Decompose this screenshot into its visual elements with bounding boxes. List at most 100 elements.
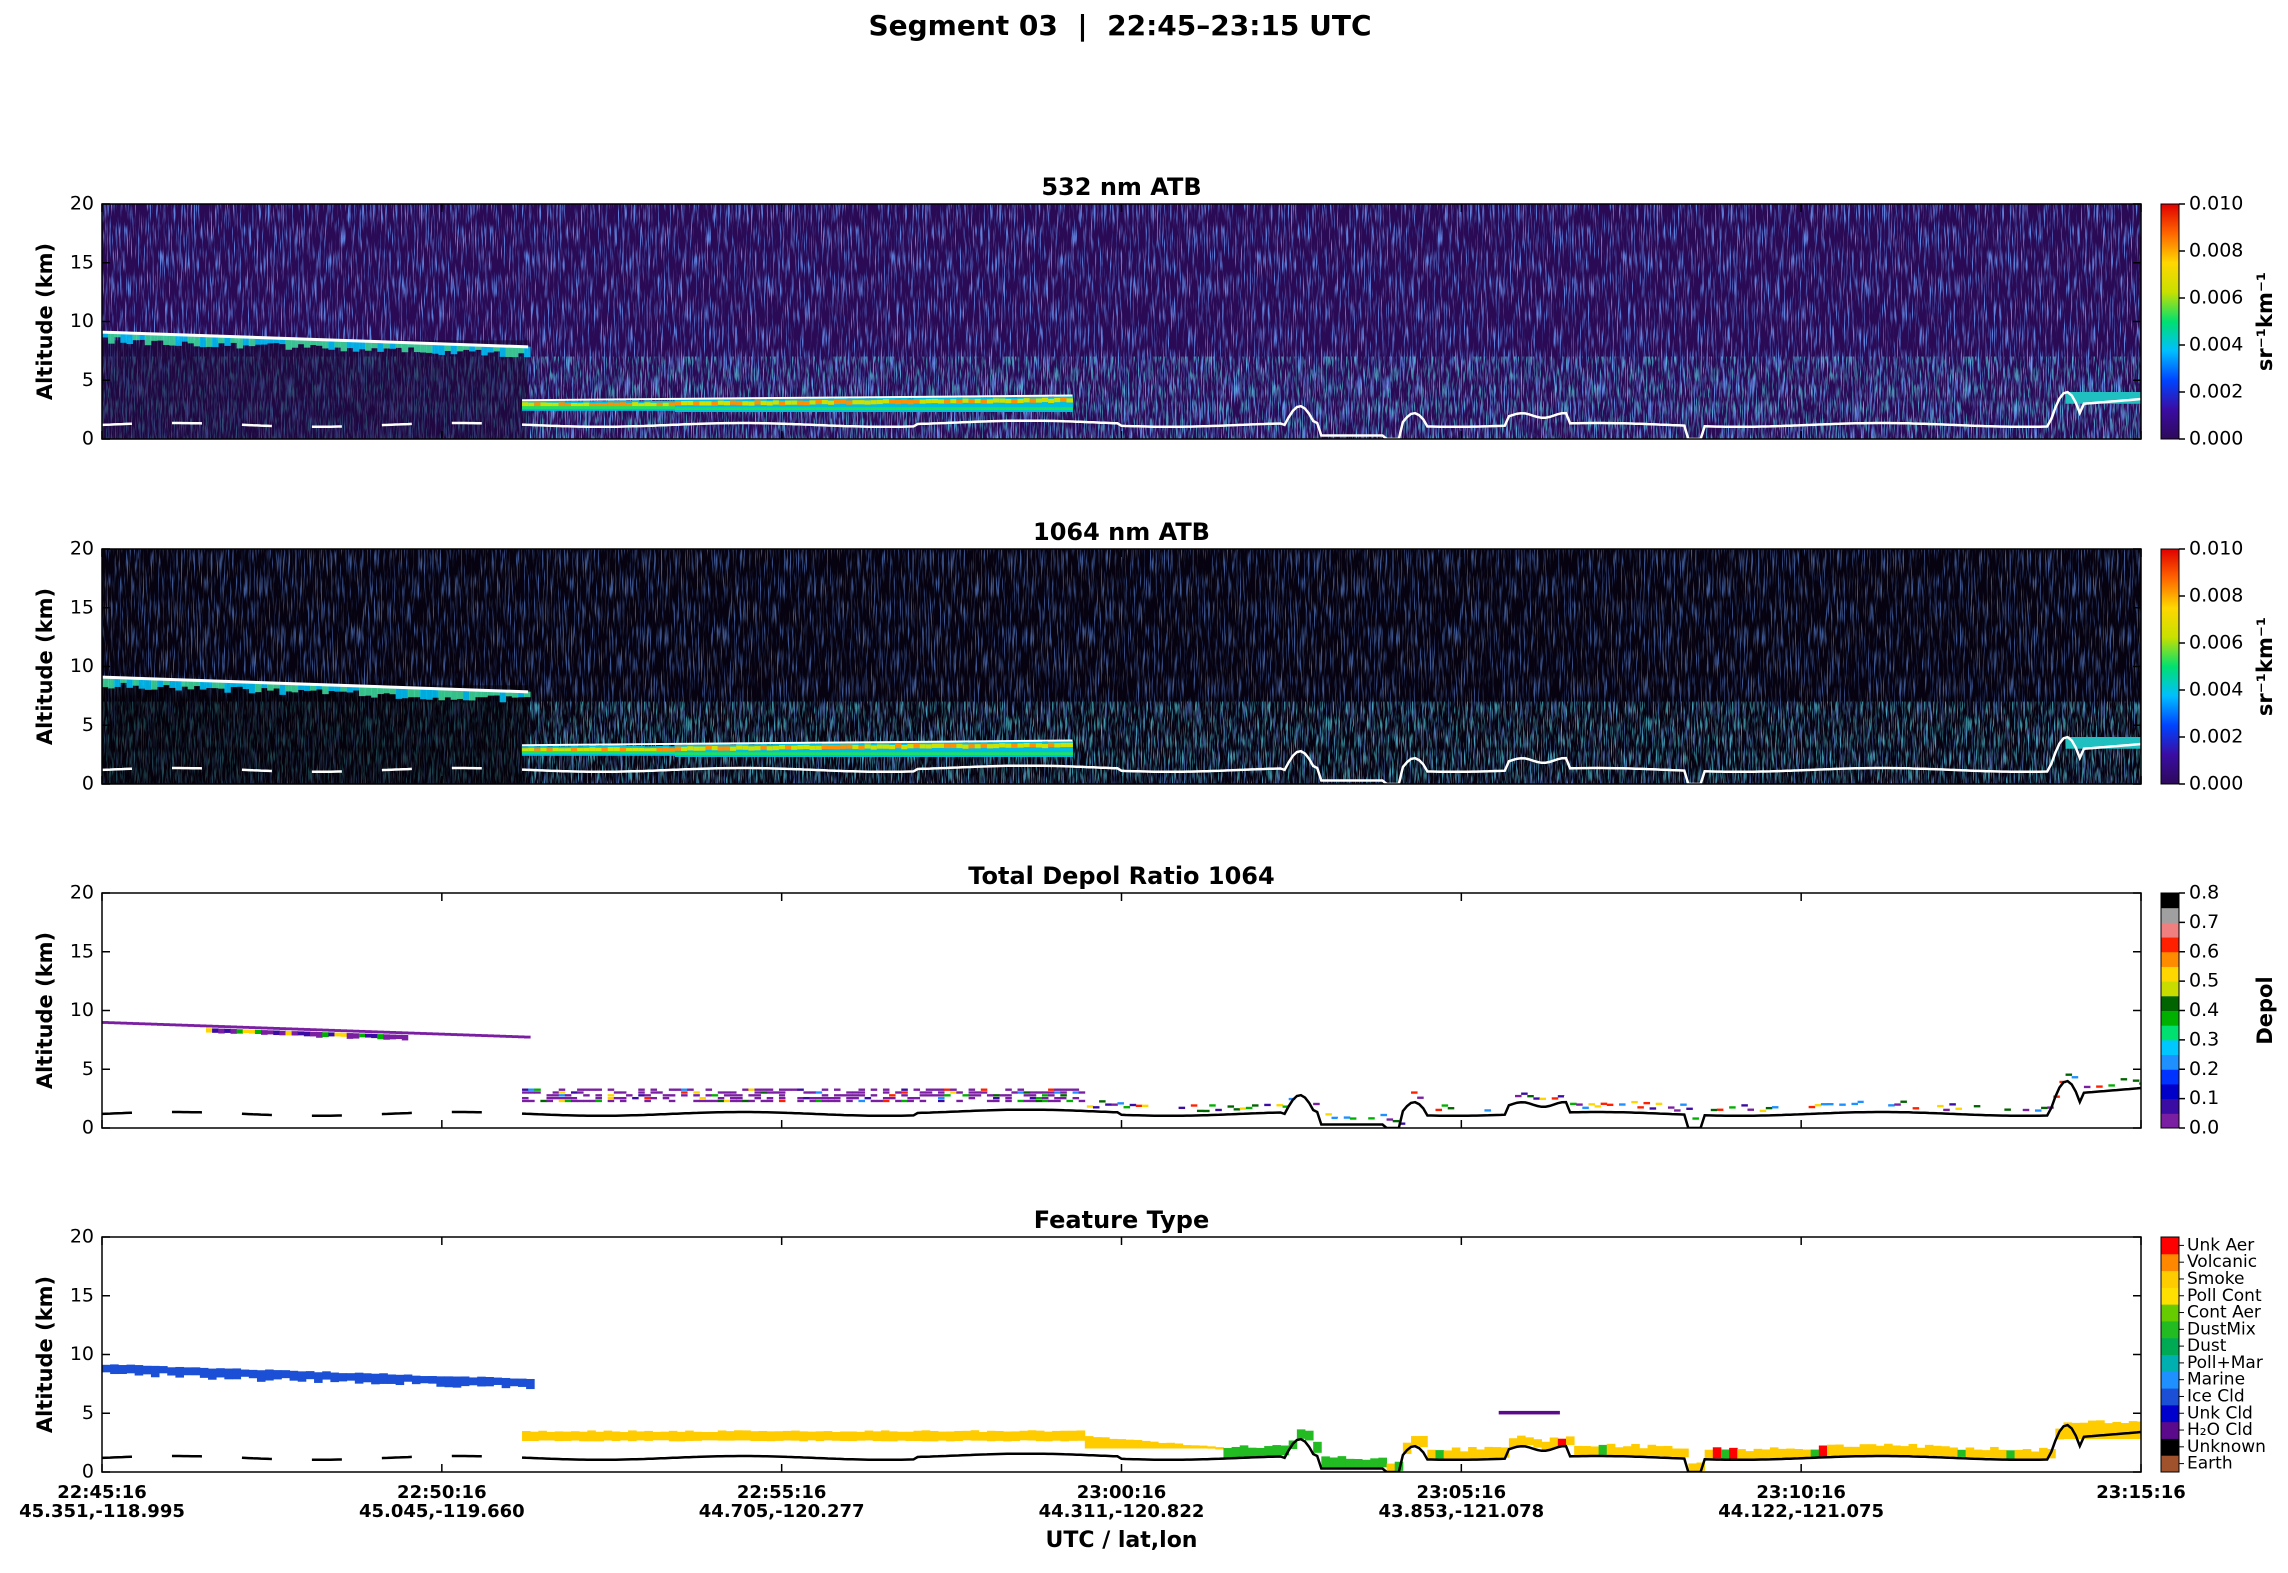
smoke-mid	[840, 399, 847, 404]
smoke	[754, 1096, 762, 1100]
smoke	[1041, 1094, 1049, 1097]
smoke-green	[546, 751, 554, 754]
colorbar-category-label: Ice Cld	[2187, 1386, 2245, 1406]
smoke	[656, 1091, 664, 1094]
smoke	[901, 1099, 908, 1103]
cirrus	[526, 1378, 535, 1390]
smoke-mid	[687, 400, 694, 406]
cirrus	[309, 1028, 317, 1032]
cirrus-sub	[316, 1032, 323, 1038]
smoke-green	[570, 406, 578, 409]
smoke-green	[785, 407, 792, 411]
smoke-base	[705, 399, 713, 412]
cirrus	[338, 1373, 348, 1382]
cirrus	[157, 333, 164, 341]
colorbar-category-label: DustMix	[2187, 1319, 2256, 1339]
smoke-mid	[589, 747, 596, 752]
low-layer	[1888, 1104, 1895, 1107]
cirrus-sub	[389, 1034, 397, 1040]
feature	[1835, 1444, 1844, 1456]
smoke	[760, 1099, 768, 1103]
smoke-green	[723, 407, 731, 411]
smoke-mid	[644, 402, 651, 407]
smoke	[882, 1088, 890, 1091]
smoke-green	[846, 407, 853, 411]
smoke-green	[577, 406, 584, 409]
smoke	[809, 1096, 817, 1100]
low-layer	[1900, 1100, 1907, 1103]
feature	[701, 1432, 711, 1441]
smoke-base	[882, 397, 890, 412]
cirrus	[150, 1365, 160, 1378]
smoke	[1054, 1096, 1061, 1100]
smoke-base	[705, 743, 713, 757]
smoke-green	[944, 752, 951, 756]
smoke-base	[950, 397, 957, 412]
smoke	[705, 1088, 713, 1091]
smoke-mid	[815, 399, 823, 405]
cirrus-sub	[334, 1032, 341, 1037]
cirrus	[475, 344, 482, 350]
colorbar-band	[2161, 1438, 2179, 1456]
smoke-mid	[662, 402, 670, 407]
pbl	[2065, 392, 2141, 404]
feature	[815, 1431, 825, 1442]
low-layer	[1380, 1113, 1387, 1117]
smoke-base	[693, 399, 700, 412]
cirrus	[150, 1022, 158, 1026]
feature	[652, 1431, 662, 1441]
smoke-mid	[736, 400, 743, 406]
smoke	[558, 1091, 566, 1094]
smoke	[815, 1091, 823, 1094]
cirrus	[407, 687, 415, 698]
feature	[1011, 1431, 1020, 1441]
low-layer	[1551, 1097, 1559, 1100]
smoke	[748, 1099, 755, 1103]
low-layer	[2004, 1108, 2011, 1111]
low-layer	[1331, 1116, 1339, 1120]
feature	[880, 1430, 890, 1442]
cirrus	[132, 678, 140, 686]
smoke-green	[864, 752, 872, 756]
smoke-green	[986, 752, 994, 756]
cirrus	[199, 335, 207, 348]
y-tick-label: 20	[70, 538, 94, 560]
smoke-base	[889, 743, 896, 757]
cirrus	[322, 1371, 331, 1380]
cirrus	[383, 686, 390, 694]
smoke	[919, 1091, 927, 1094]
low-layer	[2022, 1108, 2030, 1112]
x-tick-latlon: 45.045,-119.660	[359, 1501, 525, 1522]
smoke	[644, 1099, 651, 1103]
cirrus	[499, 690, 507, 703]
smoke-green	[803, 407, 810, 411]
feature	[1052, 1430, 1061, 1441]
smoke-green	[552, 406, 560, 409]
smoke-green	[1066, 752, 1073, 756]
smoke-base	[901, 743, 908, 757]
colorbar-tick-label: 0.008	[2189, 585, 2243, 607]
low-layer	[1282, 1105, 1290, 1108]
cirrus-sub	[248, 1029, 256, 1034]
cirrus	[346, 1029, 354, 1033]
cirrus	[279, 338, 286, 345]
smoke-mid	[613, 747, 621, 752]
smoke-base	[907, 742, 914, 757]
smoke-base	[797, 743, 804, 757]
smoke-green	[1005, 407, 1012, 411]
smoke-mid	[546, 748, 554, 753]
smoke	[558, 1088, 566, 1091]
cirrus	[411, 1375, 421, 1385]
cirrus	[120, 332, 127, 343]
smoke	[937, 1094, 945, 1097]
smoke	[1035, 1096, 1043, 1100]
smoke-green	[668, 751, 676, 754]
smoke-mid	[846, 400, 853, 405]
smoke-mid	[950, 743, 957, 749]
feature	[1761, 1449, 1771, 1459]
smoke	[711, 1099, 719, 1103]
colorbar-category-label: Volcanic	[2187, 1252, 2257, 1272]
cirrus	[444, 343, 452, 351]
ground-dash	[102, 1110, 519, 1118]
smoke	[809, 1099, 817, 1103]
